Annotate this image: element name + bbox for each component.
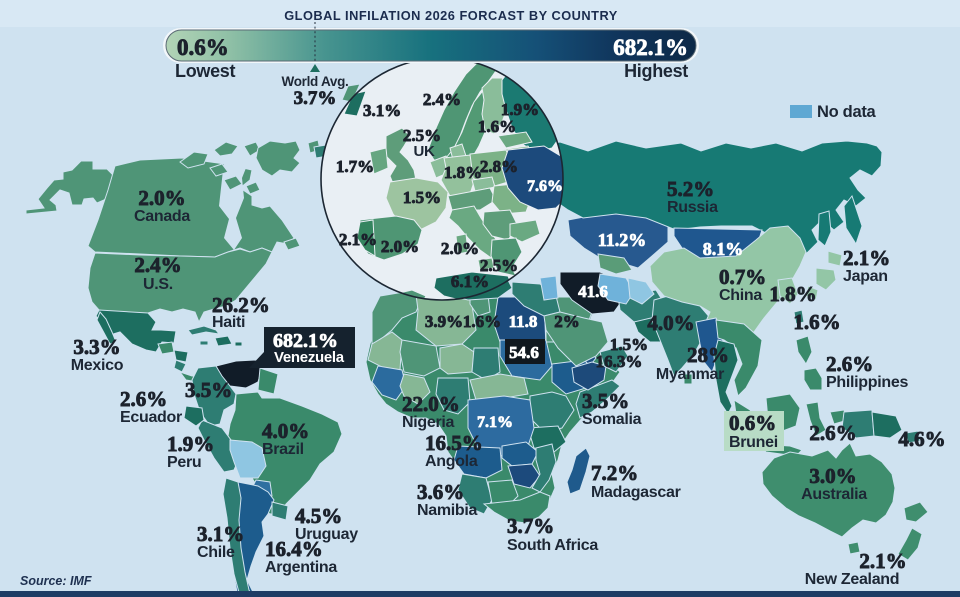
svg-text:54.6: 54.6	[509, 343, 539, 362]
svg-text:1.9%: 1.9%	[501, 100, 539, 119]
svg-text:2.0%: 2.0%	[138, 186, 185, 210]
svg-text:Venezuela: Venezuela	[274, 349, 345, 366]
svg-text:3.7%: 3.7%	[294, 88, 337, 109]
svg-text:UK: UK	[413, 143, 435, 160]
svg-text:3.9%: 3.9%	[425, 312, 463, 331]
svg-text:Mexico: Mexico	[71, 357, 124, 374]
svg-text:3.5%: 3.5%	[185, 378, 232, 402]
svg-text:1.5%: 1.5%	[403, 188, 441, 207]
svg-text:2.8%: 2.8%	[480, 157, 518, 176]
svg-text:16.3%: 16.3%	[596, 352, 643, 371]
svg-text:3.1%: 3.1%	[197, 522, 244, 546]
svg-text:28%: 28%	[687, 343, 729, 367]
svg-text:2.0%: 2.0%	[381, 237, 419, 256]
svg-text:2.5%: 2.5%	[480, 256, 518, 275]
svg-text:6.1%: 6.1%	[451, 272, 489, 291]
svg-text:16.5%: 16.5%	[425, 431, 483, 455]
svg-text:7.1%: 7.1%	[477, 414, 513, 431]
svg-text:7.6%: 7.6%	[527, 178, 563, 195]
svg-text:U.S.: U.S.	[143, 276, 173, 293]
svg-text:Myanmar: Myanmar	[656, 366, 724, 383]
svg-text:GLOBAL INFILATION 2026 FORCAST: GLOBAL INFILATION 2026 FORCAST BY COUNTR…	[284, 8, 618, 23]
svg-text:5.2%: 5.2%	[667, 177, 714, 201]
svg-text:1.9%: 1.9%	[167, 432, 214, 456]
svg-text:11.8: 11.8	[509, 312, 538, 331]
svg-text:Australia: Australia	[801, 486, 867, 503]
svg-text:Chile: Chile	[197, 544, 235, 561]
svg-text:682.1%: 682.1%	[613, 35, 688, 60]
svg-text:3.0%: 3.0%	[809, 464, 856, 488]
svg-text:0.7%: 0.7%	[719, 265, 766, 289]
svg-text:3.7%: 3.7%	[507, 514, 554, 538]
svg-text:Lowest: Lowest	[175, 61, 236, 81]
svg-text:World Avg.: World Avg.	[282, 74, 349, 89]
svg-text:1.8%: 1.8%	[444, 163, 482, 182]
svg-text:Namibia: Namibia	[417, 502, 478, 519]
svg-text:2.1%: 2.1%	[339, 230, 377, 249]
svg-text:3.5%: 3.5%	[582, 389, 629, 413]
svg-text:Source: IMF: Source: IMF	[20, 574, 92, 588]
svg-text:Japan: Japan	[843, 268, 888, 285]
svg-text:2.6%: 2.6%	[809, 421, 856, 445]
svg-text:2.4%: 2.4%	[134, 253, 181, 277]
svg-text:1.6%: 1.6%	[463, 312, 501, 331]
svg-text:New Zealand: New Zealand	[805, 571, 900, 588]
svg-text:3.3%: 3.3%	[73, 335, 120, 359]
svg-text:2.6%: 2.6%	[826, 352, 873, 376]
svg-text:0.6%: 0.6%	[177, 35, 229, 60]
svg-text:682.1%: 682.1%	[273, 330, 338, 352]
svg-text:Canada: Canada	[134, 208, 190, 225]
svg-text:1.7%: 1.7%	[336, 157, 374, 176]
svg-text:Uruguay: Uruguay	[295, 526, 358, 543]
svg-text:Highest: Highest	[624, 61, 688, 81]
svg-text:4.0%: 4.0%	[647, 311, 694, 335]
svg-text:2%: 2%	[554, 312, 580, 331]
svg-text:China: China	[719, 287, 762, 304]
svg-text:Madagascar: Madagascar	[591, 484, 681, 501]
svg-text:22.0%: 22.0%	[402, 392, 460, 416]
svg-text:1.8%: 1.8%	[769, 282, 816, 306]
svg-text:4.5%: 4.5%	[295, 504, 342, 528]
svg-text:7.2%: 7.2%	[591, 461, 638, 485]
svg-text:3.6%: 3.6%	[417, 480, 464, 504]
svg-text:4.6%: 4.6%	[898, 427, 945, 451]
svg-text:Haiti: Haiti	[212, 314, 245, 331]
svg-text:2.0%: 2.0%	[441, 239, 479, 258]
svg-text:Nigeria: Nigeria	[402, 414, 455, 431]
svg-text:16.4%: 16.4%	[265, 537, 323, 561]
svg-text:Angola: Angola	[425, 453, 478, 470]
svg-text:11.2%: 11.2%	[598, 230, 647, 250]
svg-text:Somalia: Somalia	[582, 411, 642, 428]
svg-text:2.1%: 2.1%	[843, 246, 890, 270]
svg-text:1.5%: 1.5%	[610, 335, 648, 354]
svg-text:1.6%: 1.6%	[478, 117, 516, 136]
svg-text:No data: No data	[817, 103, 877, 121]
svg-text:2.6%: 2.6%	[120, 387, 167, 411]
svg-text:1.6%: 1.6%	[793, 310, 840, 334]
svg-text:4.0%: 4.0%	[262, 419, 309, 443]
svg-text:Argentina: Argentina	[265, 559, 337, 576]
svg-text:Philippines: Philippines	[826, 374, 908, 391]
svg-text:26.2%: 26.2%	[212, 293, 270, 317]
svg-text:0.6%: 0.6%	[729, 411, 776, 435]
svg-text:Brazil: Brazil	[262, 441, 304, 458]
svg-text:41.6: 41.6	[578, 282, 608, 301]
svg-text:Russia: Russia	[667, 199, 718, 216]
svg-text:8.1%: 8.1%	[703, 239, 744, 259]
svg-text:South Africa: South Africa	[507, 537, 598, 554]
svg-text:3.1%: 3.1%	[363, 101, 401, 120]
svg-text:2.5%: 2.5%	[403, 126, 441, 145]
svg-text:Peru: Peru	[167, 454, 201, 471]
svg-text:2.1%: 2.1%	[859, 549, 906, 573]
svg-text:Brunei: Brunei	[729, 434, 778, 451]
svg-text:Ecuador: Ecuador	[120, 409, 182, 426]
svg-text:2.4%: 2.4%	[423, 90, 461, 109]
